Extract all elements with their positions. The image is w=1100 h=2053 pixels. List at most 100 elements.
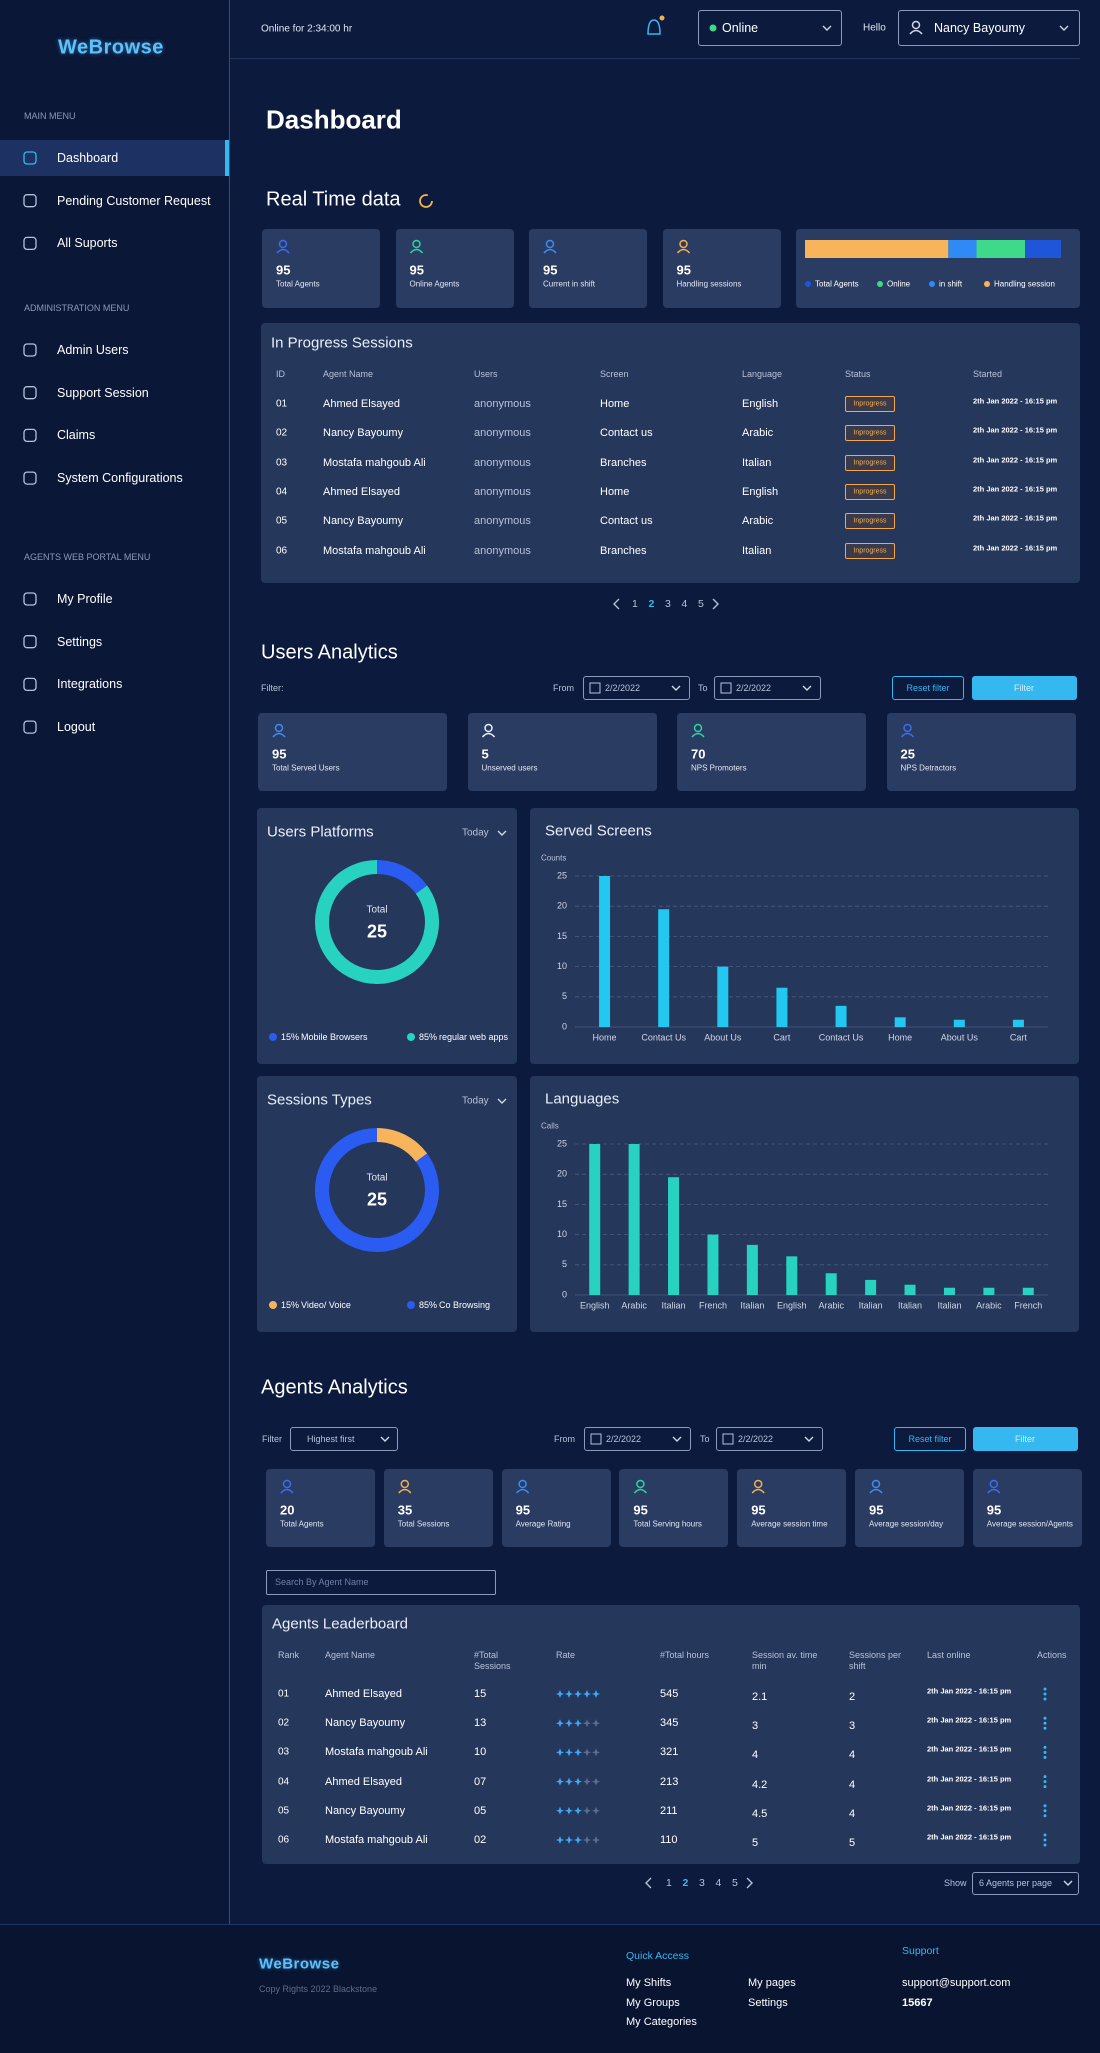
- cell: 06: [278, 1834, 290, 1846]
- column-header: Rate: [556, 1650, 576, 1660]
- status-label: Inprogress: [853, 547, 887, 554]
- date-value: 2/2/2022: [738, 1434, 774, 1444]
- stat-value: 95: [751, 1502, 766, 1518]
- cell: English: [742, 485, 779, 498]
- menu-item[interactable]: Settings: [57, 634, 103, 649]
- table-panel: [261, 323, 1080, 583]
- stat-value: 95: [676, 262, 691, 278]
- menu-item[interactable]: Support Session: [57, 385, 149, 400]
- filter-button[interactable]: [972, 676, 1077, 700]
- footer-link[interactable]: Settings: [748, 1997, 788, 2009]
- menu-item[interactable]: My Profile: [57, 592, 113, 606]
- status-dropdown[interactable]: [698, 10, 842, 46]
- date-input[interactable]: [584, 1427, 691, 1451]
- actions-button[interactable]: [1039, 1830, 1051, 1850]
- status-label: Inprogress: [853, 488, 887, 496]
- page-size-dropdown[interactable]: [972, 1872, 1079, 1895]
- cell: 4: [849, 1749, 856, 1762]
- menu-section-title: ADMINISTRATION MENU: [24, 303, 130, 313]
- cell: 2.1: [752, 1691, 768, 1703]
- stat-label: NPS Promoters: [691, 763, 747, 773]
- actions-button[interactable]: [1039, 1801, 1051, 1821]
- reset-button[interactable]: [892, 676, 964, 700]
- menu-item[interactable]: Integrations: [57, 677, 123, 692]
- footer-link[interactable]: My Groups: [626, 1997, 680, 2009]
- menu-item[interactable]: Logout: [57, 720, 96, 735]
- cell: 05: [474, 1804, 487, 1817]
- panel-title: Users Platforms: [267, 823, 374, 841]
- cell: Mostafa mahgoub Ali: [325, 1746, 428, 1759]
- reset-label: Reset filter: [906, 683, 950, 693]
- actions-button[interactable]: [1039, 1742, 1051, 1762]
- from-label: From: [553, 683, 574, 693]
- to-label: To: [698, 683, 708, 693]
- bell-icon: [647, 19, 661, 35]
- stat-label: Total Agents: [276, 279, 320, 289]
- period-select[interactable]: Today: [462, 1095, 489, 1107]
- sort-dropdown[interactable]: [290, 1427, 398, 1451]
- cell: 4: [752, 1749, 759, 1762]
- cell: 02: [278, 1717, 290, 1729]
- filter-button[interactable]: [973, 1427, 1078, 1451]
- cell: 05: [278, 1805, 290, 1817]
- page-number[interactable]: 4: [681, 598, 688, 610]
- menu-item[interactable]: System Configurations: [57, 471, 183, 486]
- date-input[interactable]: [714, 676, 821, 700]
- page-number[interactable]: 2: [648, 598, 655, 610]
- stat-label: Total Serving hours: [633, 1519, 702, 1529]
- page-number[interactable]: 3: [699, 1877, 705, 1889]
- footer-link[interactable]: My pages: [748, 1977, 796, 1989]
- search-input[interactable]: [266, 1570, 496, 1595]
- cell: Nancy Bayoumy: [323, 427, 404, 440]
- page-number[interactable]: 2: [682, 1877, 689, 1889]
- actions-button[interactable]: [1039, 1772, 1051, 1792]
- menu-item[interactable]: Pending Customer Request: [57, 193, 211, 208]
- reset-button[interactable]: [894, 1427, 966, 1451]
- page-number[interactable]: 4: [715, 1877, 722, 1889]
- date-input[interactable]: [583, 676, 690, 700]
- period-select[interactable]: Today: [462, 827, 489, 839]
- cell: 345: [660, 1717, 679, 1730]
- stat-label: Total Sessions: [397, 1519, 450, 1529]
- menu-item[interactable]: Dashboard: [57, 151, 119, 165]
- page-number[interactable]: 3: [665, 598, 671, 610]
- legend-label: in shift: [939, 279, 963, 289]
- menu-section-title: MAIN MENU: [24, 111, 76, 121]
- section-title: Users Analytics: [261, 641, 398, 664]
- date-input[interactable]: [716, 1427, 823, 1451]
- menu-item[interactable]: All Suports: [57, 236, 118, 251]
- menu-item[interactable]: Claims: [57, 428, 96, 443]
- stat-value: 95: [543, 262, 558, 278]
- cell: 3: [752, 1720, 759, 1733]
- cell: 10: [474, 1746, 487, 1759]
- chevron-icon: [613, 598, 620, 610]
- chevron-icon: [645, 1877, 652, 1889]
- column-header: Last online: [927, 1650, 971, 1660]
- stat-label: Average Rating: [515, 1519, 571, 1529]
- user-dropdown[interactable]: [898, 10, 1080, 46]
- panel-title: Languages: [545, 1090, 620, 1108]
- cell: anonymous: [474, 485, 531, 498]
- search-placeholder: Search By Agent Name: [275, 1577, 369, 1587]
- column-header: Session av. time min: [752, 1650, 818, 1671]
- column-header: #Total hours: [660, 1650, 710, 1660]
- cell: Branches: [600, 544, 647, 557]
- page-number[interactable]: 1: [632, 598, 638, 610]
- cell: Contact us: [600, 515, 653, 528]
- footer-link[interactable]: My Shifts: [626, 1977, 672, 1989]
- chevron-icon: [712, 598, 719, 610]
- page-number[interactable]: 1: [666, 1877, 672, 1889]
- footer-link[interactable]: My Categories: [626, 2016, 697, 2028]
- page-number[interactable]: 5: [732, 1877, 738, 1889]
- cell: 2th Jan 2022 - 16:15 pm: [973, 543, 1058, 552]
- header-divider: [230, 58, 1080, 59]
- page-number[interactable]: 5: [698, 598, 704, 610]
- actions-button[interactable]: [1039, 1713, 1051, 1733]
- legend-label: regular web apps: [439, 1032, 509, 1042]
- stat-value: 95: [515, 1502, 531, 1518]
- actions-button[interactable]: [1039, 1684, 1051, 1704]
- status-label: Inprogress: [853, 429, 887, 437]
- menu-item[interactable]: Admin Users: [57, 343, 129, 357]
- cell: Italian: [742, 544, 772, 557]
- stat-label: Total Agents: [280, 1519, 324, 1529]
